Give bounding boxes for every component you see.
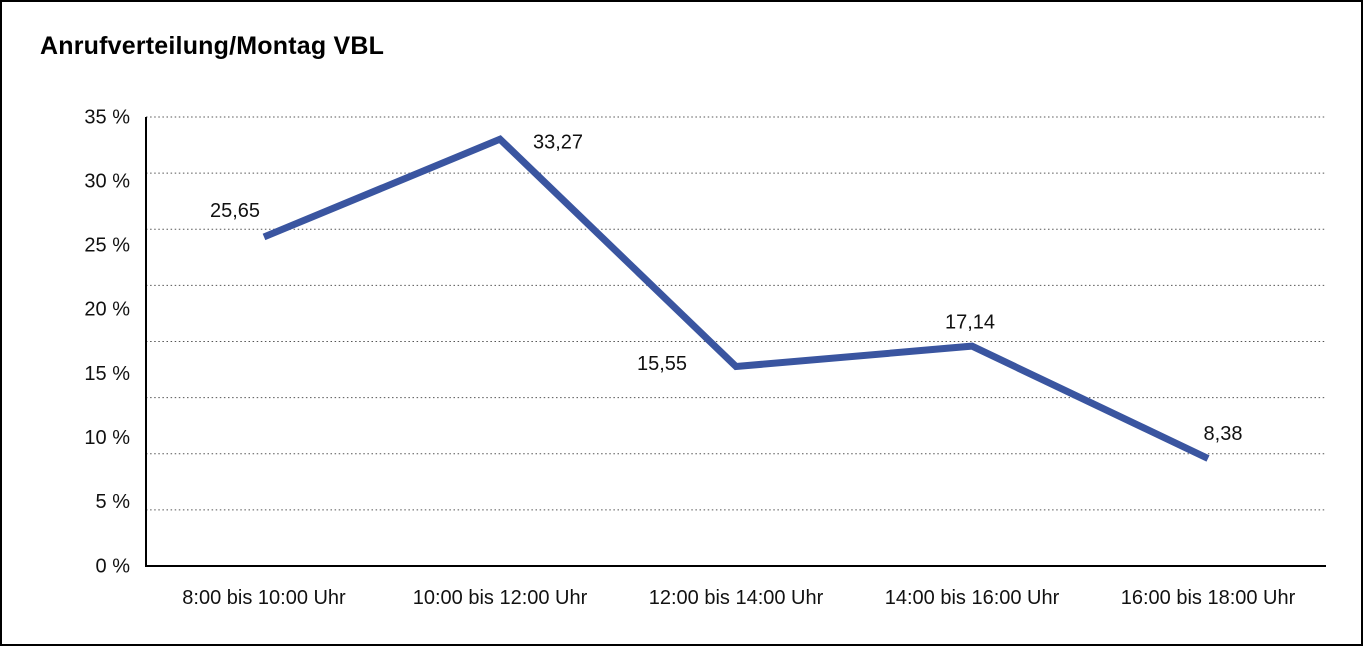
- y-tick-label: 10 %: [84, 427, 130, 449]
- y-tick-label: 25 %: [84, 235, 130, 257]
- x-category-label: 10:00 bis 12:00 Uhr: [413, 587, 588, 609]
- y-tick-label: 35 %: [84, 106, 130, 128]
- data-value-label: 33,27: [533, 131, 583, 153]
- x-category-label: 14:00 bis 16:00 Uhr: [885, 587, 1060, 609]
- x-category-label: 16:00 bis 18:00 Uhr: [1121, 587, 1296, 609]
- x-category-label: 12:00 bis 14:00 Uhr: [649, 587, 824, 609]
- x-category-label: 8:00 bis 10:00 Uhr: [182, 587, 346, 609]
- y-tick-label: 5 %: [96, 491, 131, 513]
- y-tick-label: 15 %: [84, 363, 130, 385]
- chart-title: Anrufverteilung/Montag VBL: [40, 32, 385, 60]
- data-value-label: 15,55: [637, 353, 687, 375]
- y-tick-label: 30 %: [84, 170, 130, 192]
- data-value-label: 25,65: [210, 200, 260, 222]
- data-value-label: 8,38: [1204, 423, 1243, 445]
- y-tick-label: 20 %: [84, 299, 130, 321]
- y-tick-label: 0 %: [96, 555, 131, 577]
- data-line: [262, 135, 1210, 462]
- data-value-label: 17,14: [945, 311, 995, 333]
